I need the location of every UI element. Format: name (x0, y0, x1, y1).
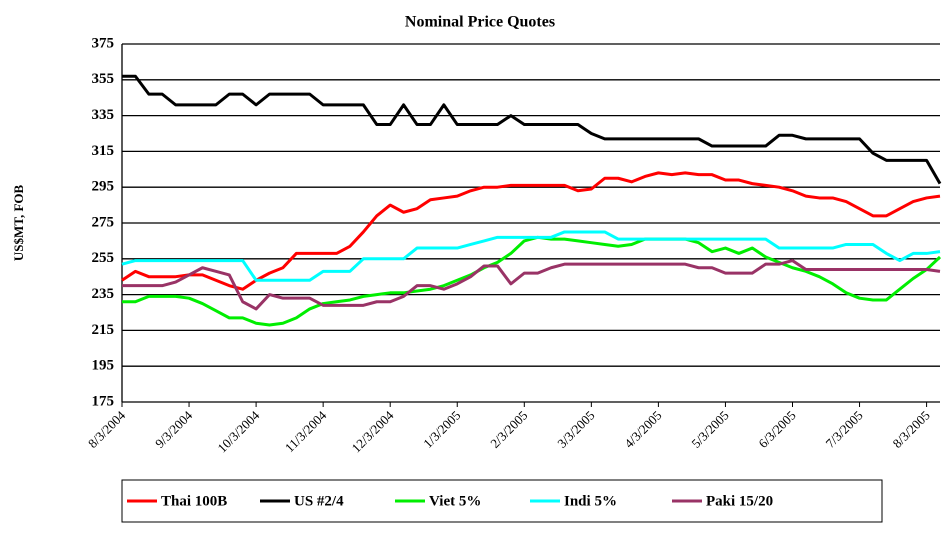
y-tick-label: 275 (92, 214, 115, 230)
legend-label: Indi 5% (564, 493, 617, 509)
x-tick-label: 6/3/2005 (755, 408, 798, 451)
series-line (122, 74, 942, 185)
x-tick-label: 7/3/2005 (822, 408, 865, 451)
x-tick-label: 9/3/2004 (152, 407, 196, 451)
x-tick-label: 5/3/2005 (688, 408, 731, 451)
x-tick-label: 1/3/2005 (420, 408, 463, 451)
legend-label: Paki 15/20 (706, 493, 773, 509)
legend-box (121, 479, 883, 523)
y-tick-label: 255 (92, 250, 115, 266)
legend-label: Viet 5% (429, 493, 481, 509)
x-tick-label: 10/3/2004 (214, 407, 262, 455)
y-tick-label: 295 (92, 179, 115, 195)
y-tick-label: 215 (92, 322, 115, 338)
series-line (122, 235, 942, 327)
series-line (121, 230, 941, 282)
y-tick-label: 195 (92, 358, 115, 374)
y-tick-label: 175 (92, 393, 115, 409)
y-tick-label: 375 (92, 35, 115, 51)
x-tick-label: 3/3/2005 (554, 408, 597, 451)
chart-title: Nominal Price Quotes (405, 14, 555, 31)
x-tick-label: 4/3/2005 (621, 408, 664, 451)
x-tick-label: 8/3/2005 (890, 408, 933, 451)
legend-label: Thai 100B (161, 493, 227, 509)
x-tick-label: 8/3/2004 (85, 407, 129, 451)
y-tick-label: 335 (92, 107, 115, 123)
x-tick-label: 11/3/2004 (282, 407, 330, 455)
y-axis-label: US$MT, FOB (11, 185, 26, 262)
y-tick-label: 315 (92, 143, 115, 159)
legend-label: US #2/4 (294, 493, 344, 509)
y-tick-label: 355 (92, 71, 115, 87)
x-tick-label: 12/3/2004 (349, 407, 397, 455)
y-tick-label: 235 (92, 286, 115, 302)
x-tick-label: 2/3/2005 (487, 408, 530, 451)
series-line (122, 259, 941, 311)
